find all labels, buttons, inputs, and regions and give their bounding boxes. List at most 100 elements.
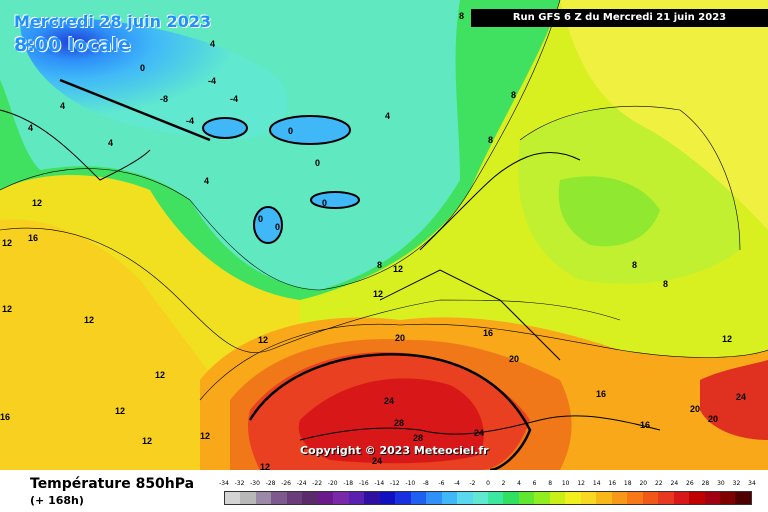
- isotherm-label: 20: [690, 404, 700, 414]
- scale-label: 4: [517, 480, 521, 487]
- isotherm-line: [519, 106, 741, 251]
- cold-pocket: [253, 206, 283, 244]
- run-info: Run GFS 6 Z du Mercredi 21 juin 2023: [471, 9, 768, 27]
- scale-label: 22: [654, 480, 663, 487]
- scale-label: -14: [374, 480, 385, 487]
- isotherm-label: 12: [200, 431, 210, 441]
- isotherm-label: 24: [372, 456, 382, 466]
- scale-swatch: [333, 492, 349, 504]
- parameter-title: Température 850hPa: [30, 476, 195, 492]
- isotherm-line: [59, 78, 211, 142]
- coastline: [0, 109, 151, 181]
- isotherm-label: 4: [385, 111, 390, 121]
- scale-label: 30: [717, 480, 725, 487]
- scale-swatch: [549, 492, 566, 504]
- isotherm-label: 20: [708, 414, 718, 424]
- scale-label: -34: [219, 480, 229, 487]
- isotherm-label: 16: [0, 412, 10, 422]
- isotherm-label: -4: [186, 116, 194, 126]
- isotherm-line: [0, 227, 621, 353]
- isotherm-label: 16: [596, 389, 606, 399]
- scale-label: -30: [250, 480, 260, 487]
- isotherm-label: 0: [288, 126, 293, 136]
- scale-swatch: [673, 492, 690, 504]
- scale-label: 20: [639, 480, 648, 487]
- scale-swatch: [642, 492, 659, 504]
- scale-swatch: [689, 492, 705, 504]
- scale-swatch: [286, 492, 303, 504]
- scale-swatch: [487, 492, 504, 504]
- isotherm-label: 12: [260, 462, 270, 470]
- lead-time: (+ 168h): [30, 494, 84, 507]
- scale-swatch: [271, 492, 287, 504]
- coastline: [299, 415, 661, 441]
- scale-labels: -34 -32 -30 -28 -26 -24 -22 -20 -18 -16 -14 -12 -10-…: [219, 480, 756, 490]
- cold-pocket: [269, 115, 351, 145]
- isotherm-label: 28: [413, 433, 423, 443]
- scale-label: -32: [234, 480, 245, 487]
- isotherm-label: 20: [395, 333, 405, 343]
- isotherm-label: 8: [511, 90, 516, 100]
- scale-swatch: [302, 492, 318, 504]
- scale-swatch: [518, 492, 535, 504]
- cold-pocket: [310, 191, 360, 209]
- scale-label: -18: [343, 480, 354, 487]
- isotherm-label: 16: [483, 328, 493, 338]
- scale-label: 28: [701, 480, 710, 487]
- isotherm-label: 4: [60, 101, 65, 111]
- scale-label: 26: [686, 480, 694, 487]
- isotherm-label: 12: [258, 335, 268, 345]
- isotherm-line: [199, 323, 768, 401]
- scale-swatch: [457, 492, 473, 504]
- scale-swatch: [255, 492, 272, 504]
- isotherm-label: 28: [394, 418, 404, 428]
- scale-label: 18: [623, 480, 632, 487]
- isotherm-label: 8: [377, 260, 382, 270]
- scale-label: 32: [732, 480, 741, 487]
- isotherm-label: 4: [28, 123, 33, 133]
- scale-label: 10: [561, 480, 570, 487]
- isotherm-label: 8: [632, 260, 637, 270]
- scale-swatch: [503, 492, 519, 504]
- scale-label: -6: [438, 480, 445, 487]
- isotherm-label: 12: [155, 370, 165, 380]
- scale-swatch: [580, 492, 597, 504]
- scale-swatch: [735, 492, 751, 504]
- scale-label: -8: [422, 480, 429, 487]
- scale-label: 12: [577, 480, 585, 487]
- scale-label: 2: [501, 480, 506, 487]
- temperature-field: [20, 17, 288, 140]
- scale-label: 8: [548, 480, 553, 487]
- copyright: Copyright © 2023 Meteociel.fr: [300, 444, 489, 457]
- temperature-field: [298, 378, 484, 464]
- isotherm-label: -4: [208, 76, 216, 86]
- scale-label: -12: [389, 480, 400, 487]
- scale-swatch: [472, 492, 488, 504]
- temperature-field: [0, 219, 230, 470]
- scale-swatch: [441, 492, 458, 504]
- scale-label: -22: [312, 480, 323, 487]
- scale-swatch: [704, 492, 720, 504]
- isotherm-label: -8: [160, 94, 168, 104]
- isotherm-line: [248, 353, 532, 470]
- scale-swatch: [426, 492, 442, 504]
- temperature-field: [560, 0, 768, 230]
- scale-swatch: [627, 492, 643, 504]
- scale-label: -28: [265, 480, 276, 487]
- isotherm-label: 8: [459, 11, 464, 21]
- scale-label: 34: [748, 480, 756, 487]
- scale-swatch: [720, 492, 736, 504]
- isotherm-label: 4: [108, 138, 113, 148]
- scale-swatch: [379, 492, 396, 504]
- isotherm-label: 4: [210, 39, 215, 49]
- isotherm-label: 12: [2, 304, 12, 314]
- coastline: [419, 152, 581, 251]
- isotherm-label: 16: [28, 233, 38, 243]
- isotherm-label: 8: [488, 135, 493, 145]
- scale-label: 14: [592, 480, 601, 487]
- temperature-field: [558, 176, 660, 247]
- scale-label: -10: [405, 480, 416, 487]
- isotherm-label: 12: [722, 334, 732, 344]
- scale-label: 0: [486, 480, 490, 487]
